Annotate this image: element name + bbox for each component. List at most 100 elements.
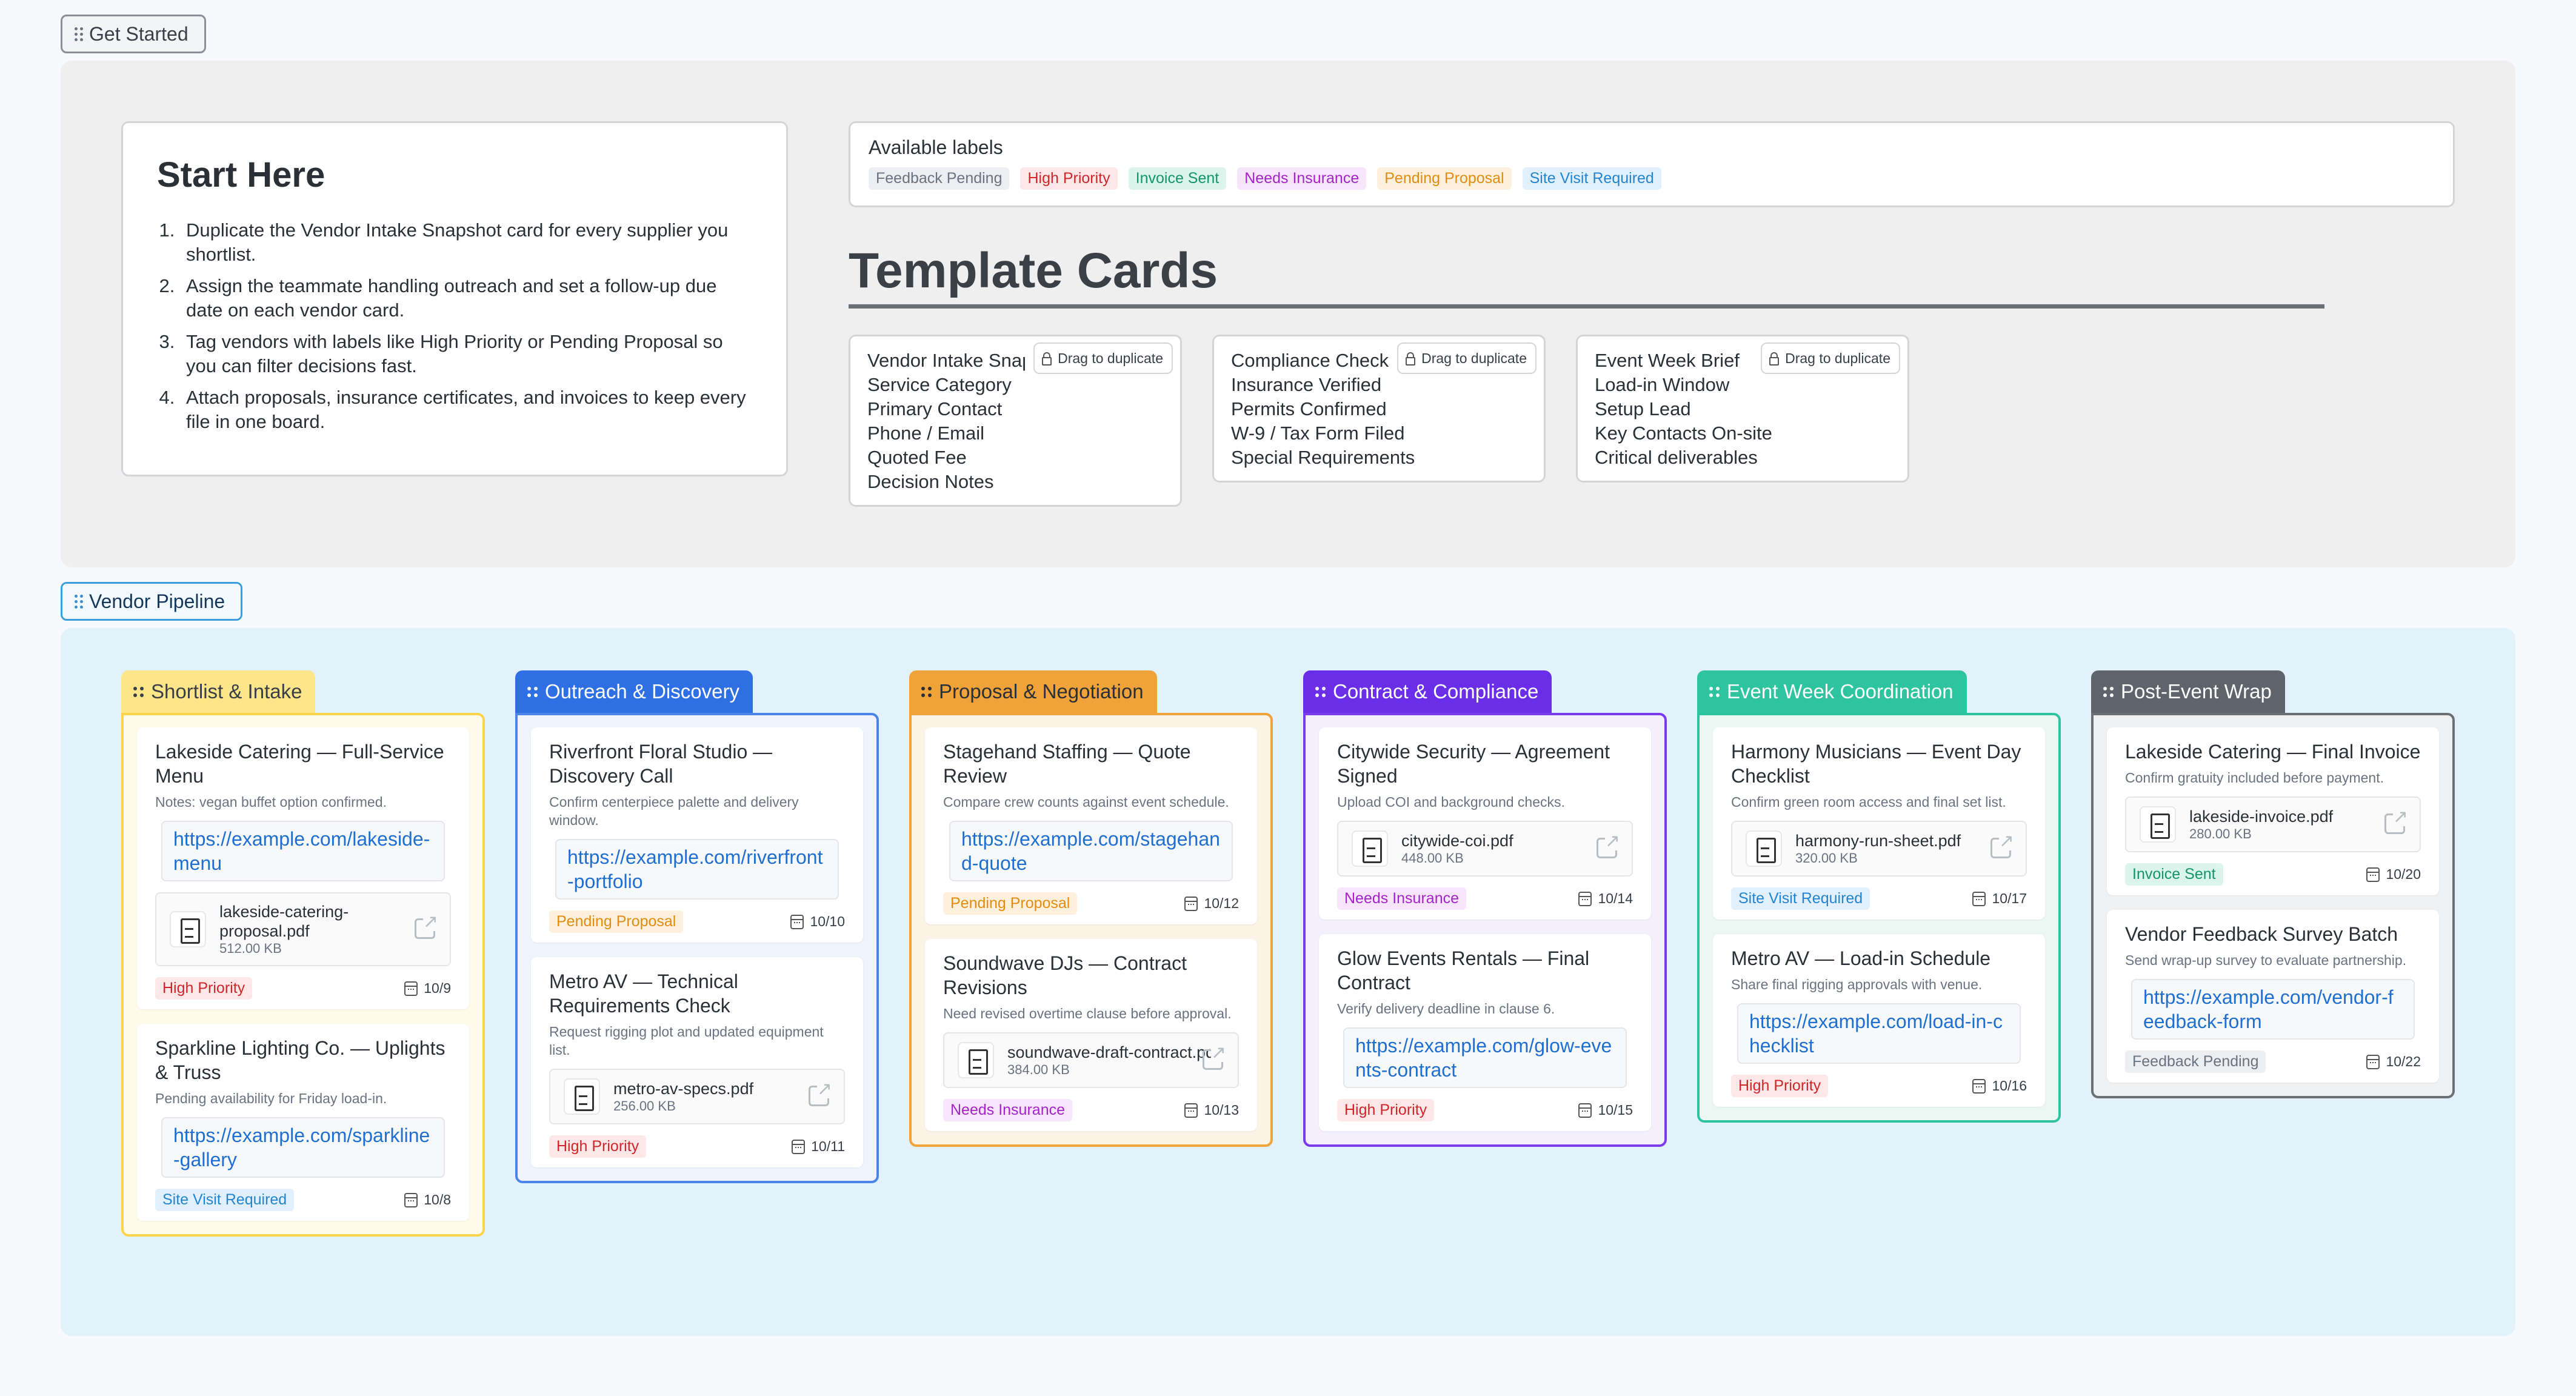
label-chip[interactable]: Feedback Pending bbox=[869, 167, 1010, 190]
pipeline-column: Post-Event Wrap Lakeside Catering — Final… bbox=[2091, 670, 2455, 1098]
column-header[interactable]: Post-Event Wrap bbox=[2091, 670, 2285, 713]
file-icon bbox=[1746, 830, 1782, 867]
vendor-card[interactable]: Metro AV — Technical Requirements Check R… bbox=[531, 957, 863, 1167]
label-chip[interactable]: Pending Proposal bbox=[1377, 167, 1512, 190]
card-link[interactable]: https://example.com/load-in-checklist bbox=[1737, 1003, 2021, 1064]
template-card[interactable]: Vendor Intake Snapshot Drag to duplicate S… bbox=[849, 335, 1182, 507]
external-link-icon[interactable] bbox=[2384, 808, 2408, 834]
attachment-name: harmony-run-sheet.pdf bbox=[1795, 832, 1961, 850]
attachment[interactable]: lakeside-invoice.pdf 280.00 KB bbox=[2125, 797, 2421, 852]
card-title: Lakeside Catering — Final Invoice bbox=[2125, 741, 2421, 763]
label-chip[interactable]: Site Visit Required bbox=[1522, 167, 1661, 190]
card-link[interactable]: https://example.com/lakeside-menu bbox=[161, 821, 445, 881]
label-chip[interactable]: High Priority bbox=[1020, 167, 1118, 190]
due-date[interactable]: 10/12 bbox=[1184, 895, 1239, 912]
attachment[interactable]: soundwave-draft-contract.pdf 384.00 KB bbox=[943, 1032, 1239, 1088]
due-date[interactable]: 10/22 bbox=[2366, 1054, 2421, 1070]
attachment-size: 320.00 KB bbox=[1795, 850, 1858, 866]
vendor-card[interactable]: Lakeside Catering — Final Invoice Confirm… bbox=[2107, 727, 2439, 895]
due-date[interactable]: 10/17 bbox=[1972, 890, 2027, 907]
column-header[interactable]: Outreach & Discovery bbox=[515, 670, 753, 713]
label-chip[interactable]: Pending Proposal bbox=[549, 910, 684, 933]
column-header[interactable]: Event Week Coordination bbox=[1697, 670, 1967, 713]
card-link[interactable]: https://example.com/vendor-feedback-form bbox=[2131, 979, 2415, 1040]
attachment[interactable]: lakeside-catering-proposal.pdf 512.00 KB bbox=[155, 892, 451, 966]
attachment-name: soundwave-draft-contract.pdf bbox=[1007, 1043, 1220, 1061]
drag-handle-icon bbox=[527, 686, 538, 697]
template-card[interactable]: Compliance Checklist Drag to duplicate Ins… bbox=[1212, 335, 1546, 483]
lock-icon bbox=[1769, 352, 1780, 366]
get-started-section-tag[interactable]: Get Started bbox=[61, 15, 206, 53]
vendor-card[interactable]: Citywide Security — Agreement Signed Uplo… bbox=[1319, 727, 1651, 920]
drag-to-duplicate-button[interactable]: Drag to duplicate bbox=[1397, 342, 1537, 374]
card-title: Metro AV — Load-in Schedule bbox=[1731, 947, 1991, 969]
label-chip[interactable]: Site Visit Required bbox=[1731, 887, 1870, 910]
vendor-card[interactable]: Stagehand Staffing — Quote Review Compare… bbox=[925, 727, 1257, 924]
due-date[interactable]: 10/13 bbox=[1184, 1102, 1239, 1118]
calendar-icon bbox=[1972, 891, 1986, 906]
card-note: Confirm centerpiece palette and delivery… bbox=[549, 794, 799, 828]
attachment[interactable]: harmony-run-sheet.pdf 320.00 KB bbox=[1731, 821, 2027, 877]
label-chip[interactable]: Needs Insurance bbox=[943, 1099, 1073, 1121]
column-header[interactable]: Proposal & Negotiation bbox=[909, 670, 1157, 713]
due-date[interactable]: 10/20 bbox=[2366, 866, 2421, 883]
drag-to-duplicate-button[interactable]: Drag to duplicate bbox=[1761, 342, 1900, 374]
due-date[interactable]: 10/8 bbox=[404, 1192, 451, 1208]
due-date[interactable]: 10/14 bbox=[1578, 890, 1633, 907]
external-link-icon[interactable] bbox=[1203, 1044, 1226, 1070]
external-link-icon[interactable] bbox=[809, 1080, 832, 1106]
label-chip[interactable]: Invoice Sent bbox=[1128, 167, 1227, 190]
label-chip[interactable]: Needs Insurance bbox=[1337, 887, 1467, 910]
attachment[interactable]: metro-av-specs.pdf 256.00 KB bbox=[549, 1069, 845, 1124]
label-chip[interactable]: Invoice Sent bbox=[2125, 863, 2223, 886]
due-date[interactable]: 10/15 bbox=[1578, 1102, 1633, 1118]
file-icon bbox=[1352, 830, 1388, 867]
template-field: Decision Notes bbox=[867, 471, 994, 492]
attachment-info: harmony-run-sheet.pdf 320.00 KB bbox=[1795, 831, 1961, 866]
external-link-icon[interactable] bbox=[415, 913, 438, 939]
due-date[interactable]: 10/10 bbox=[790, 913, 845, 930]
vendor-card[interactable]: Metro AV — Load-in Schedule Share final r… bbox=[1713, 934, 2045, 1107]
label-chip[interactable]: Pending Proposal bbox=[943, 892, 1078, 915]
card-note: Verify delivery deadline in clause 6. bbox=[1337, 1001, 1555, 1017]
label-chip[interactable]: Feedback Pending bbox=[2125, 1050, 2266, 1073]
card-link[interactable]: https://example.com/riverfront-portfolio bbox=[555, 839, 839, 900]
label-chip[interactable]: High Priority bbox=[1337, 1099, 1435, 1121]
drag-label: Drag to duplicate bbox=[1785, 350, 1890, 366]
label-chip[interactable]: High Priority bbox=[549, 1135, 647, 1158]
vendor-card[interactable]: Lakeside Catering — Full-Service Menu Not… bbox=[137, 727, 469, 1009]
vendor-card[interactable]: Harmony Musicians — Event Day Checklist C… bbox=[1713, 727, 2045, 920]
attachment-size: 448.00 KB bbox=[1401, 850, 1464, 866]
label-chip[interactable]: Needs Insurance bbox=[1237, 167, 1367, 190]
external-link-icon[interactable] bbox=[1990, 832, 2014, 858]
card-link[interactable]: https://example.com/stagehand-quote bbox=[949, 821, 1233, 881]
label-chip[interactable]: High Priority bbox=[155, 977, 253, 1000]
lock-icon bbox=[1042, 352, 1052, 366]
attachment[interactable]: citywide-coi.pdf 448.00 KB bbox=[1337, 821, 1633, 877]
due-date[interactable]: 10/11 bbox=[792, 1138, 845, 1155]
vendor-card[interactable]: Sparkline Lighting Co. — Uplights & Trus… bbox=[137, 1024, 469, 1221]
drag-to-duplicate-button[interactable]: Drag to duplicate bbox=[1033, 342, 1173, 374]
template-card[interactable]: Event Week Brief Drag to duplicate Load-in… bbox=[1576, 335, 1909, 483]
column-header[interactable]: Shortlist & Intake bbox=[121, 670, 316, 713]
due-date[interactable]: 10/16 bbox=[1972, 1078, 2027, 1094]
due-date-text: 10/9 bbox=[424, 980, 451, 996]
card-footer: High Priority 10/15 bbox=[1337, 1099, 1633, 1121]
card-link[interactable]: https://example.com/sparkline-gallery bbox=[161, 1117, 445, 1178]
vendor-card[interactable]: Glow Events Rentals — Final Contract Veri… bbox=[1319, 934, 1651, 1131]
card-link[interactable]: https://example.com/glow-events-contract bbox=[1343, 1027, 1627, 1088]
label-chip[interactable]: High Priority bbox=[1731, 1075, 1829, 1097]
vendor-card[interactable]: Soundwave DJs — Contract Revisions Need r… bbox=[925, 939, 1257, 1131]
calendar-icon bbox=[1184, 896, 1198, 911]
vendor-pipeline-section-tag[interactable]: Vendor Pipeline bbox=[61, 582, 243, 621]
card-footer: High Priority 10/16 bbox=[1731, 1075, 2027, 1097]
column-header[interactable]: Contract & Compliance bbox=[1303, 670, 1552, 713]
external-link-icon[interactable] bbox=[1597, 832, 1620, 858]
label-chip[interactable]: Site Visit Required bbox=[155, 1189, 295, 1211]
available-labels-title: Available labels bbox=[869, 136, 1003, 158]
vendor-card[interactable]: Riverfront Floral Studio — Discovery Cal… bbox=[531, 727, 863, 943]
due-date-text: 10/14 bbox=[1598, 890, 1633, 906]
file-icon bbox=[564, 1078, 600, 1115]
due-date[interactable]: 10/9 bbox=[404, 980, 451, 997]
vendor-card[interactable]: Vendor Feedback Survey Batch Send wrap-up… bbox=[2107, 910, 2439, 1083]
